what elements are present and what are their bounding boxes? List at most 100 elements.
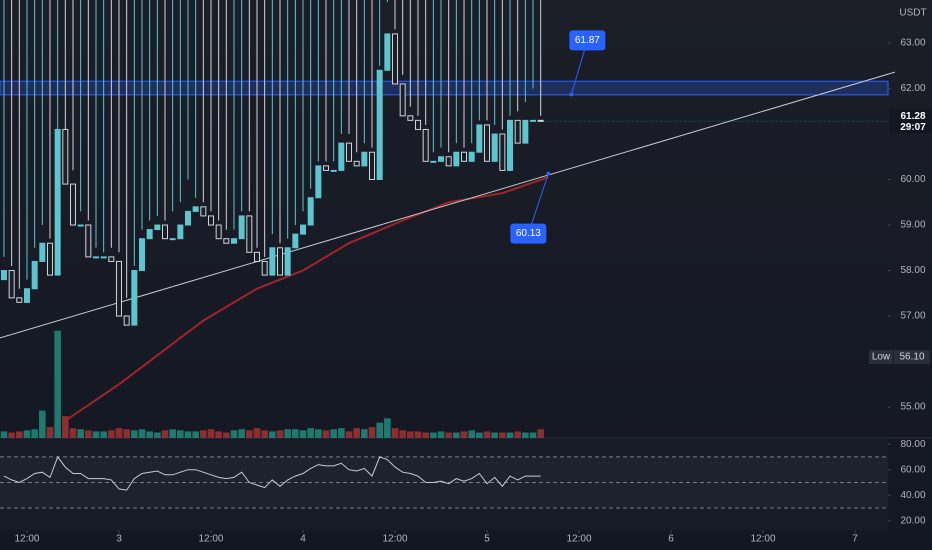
candle-body	[69, 183, 76, 226]
candle-body	[461, 151, 468, 162]
annotation-anchor	[546, 171, 551, 176]
volume-bar	[161, 430, 169, 438]
volume-bar	[215, 431, 222, 438]
candle-body	[261, 260, 268, 276]
volume-bar	[338, 428, 345, 438]
candle-body	[62, 128, 69, 185]
x-tick-label: 7	[852, 534, 858, 545]
volume-bar	[506, 432, 514, 438]
candle-body	[92, 256, 99, 259]
candle-body	[277, 247, 284, 276]
volume-bar	[46, 427, 54, 438]
candle-body	[392, 33, 399, 85]
candle-body	[476, 124, 483, 153]
candle-body	[39, 242, 46, 262]
axis-unit: USDT	[899, 8, 926, 19]
candle-body	[192, 206, 199, 212]
volume-bar	[16, 431, 23, 438]
candle-body	[100, 256, 107, 259]
y-tick-label: 55.00	[900, 402, 925, 413]
candle-body	[23, 288, 30, 303]
volume-bar	[138, 429, 146, 438]
candle-body	[514, 119, 521, 144]
candle-body	[207, 215, 214, 226]
x-tick-label: 5	[484, 534, 490, 545]
last-price-box	[890, 109, 932, 134]
volume-bar	[223, 432, 230, 438]
volume-bar	[192, 431, 199, 438]
candle-body	[453, 151, 460, 167]
volume-bar	[69, 428, 77, 438]
candle-body	[430, 160, 437, 163]
candle-body	[0, 270, 7, 281]
volume-bar	[184, 431, 192, 438]
candle-body	[8, 270, 15, 299]
candle-body	[315, 165, 322, 199]
candle-body	[307, 197, 314, 226]
candle-body	[338, 142, 345, 171]
candle-body	[468, 151, 475, 162]
countdown: 29:07	[900, 122, 926, 133]
candle-body	[330, 169, 337, 172]
candle-body	[369, 151, 376, 181]
volume-bar	[200, 430, 207, 438]
last-price-label: 61.28	[900, 111, 925, 122]
volume-bar	[476, 432, 483, 438]
candle-body	[384, 33, 391, 71]
volume-bar	[445, 432, 452, 438]
candle-body	[131, 270, 138, 326]
volume-bar	[207, 429, 215, 438]
y-tick-label: 58.00	[900, 265, 925, 276]
candle-body	[254, 251, 261, 262]
candle-body	[138, 238, 145, 272]
candle-body	[484, 124, 491, 162]
volume-bar	[307, 428, 314, 438]
volume-bar	[315, 429, 322, 438]
volume-bar	[261, 430, 268, 438]
candle-body	[507, 119, 514, 171]
candle-body	[16, 297, 23, 303]
candle-body	[115, 260, 122, 317]
y-tick-label: 62.00	[900, 83, 925, 94]
candle-body	[300, 224, 307, 235]
volume-bar	[230, 430, 238, 438]
rsi-tick-label: 80.00	[900, 439, 925, 450]
candle-body	[238, 215, 245, 240]
volume-bar	[483, 431, 491, 438]
y-tick-label: 60.00	[900, 174, 925, 185]
volume-bar	[169, 429, 176, 438]
x-tick-label: 12:00	[567, 534, 592, 545]
volume-bar	[514, 431, 521, 438]
y-tick-label: 63.00	[900, 38, 925, 49]
candle-body	[77, 224, 84, 227]
volume-bar	[468, 430, 475, 438]
volume-bar	[407, 431, 414, 438]
candle-body	[154, 224, 161, 231]
volume-bar	[39, 410, 46, 438]
volume-bar	[422, 432, 429, 438]
candle-body	[438, 156, 445, 162]
candle-body	[323, 165, 330, 171]
volume-bar	[437, 431, 445, 438]
volume-bar	[353, 428, 360, 438]
volume-bar	[384, 418, 391, 438]
candle-body	[85, 224, 92, 258]
candle-body	[522, 119, 529, 144]
x-tick-label: 4	[300, 534, 306, 545]
x-tick-label: 12:00	[14, 534, 39, 545]
volume-bar	[77, 429, 84, 438]
volume-bar	[299, 430, 307, 438]
volume-bar	[31, 429, 38, 438]
candle-body	[407, 115, 414, 121]
rsi-tick-label: 60.00	[900, 464, 925, 475]
annotation-label: 61.87	[575, 35, 600, 46]
candle-body	[346, 142, 353, 162]
volume-bar	[177, 430, 184, 438]
candle-body	[215, 224, 222, 240]
x-tick-label: 6	[668, 534, 674, 545]
volume-bar	[529, 432, 537, 438]
volume-bar	[322, 430, 330, 438]
x-tick-label: 12:00	[382, 534, 407, 545]
volume-bar	[100, 431, 107, 438]
